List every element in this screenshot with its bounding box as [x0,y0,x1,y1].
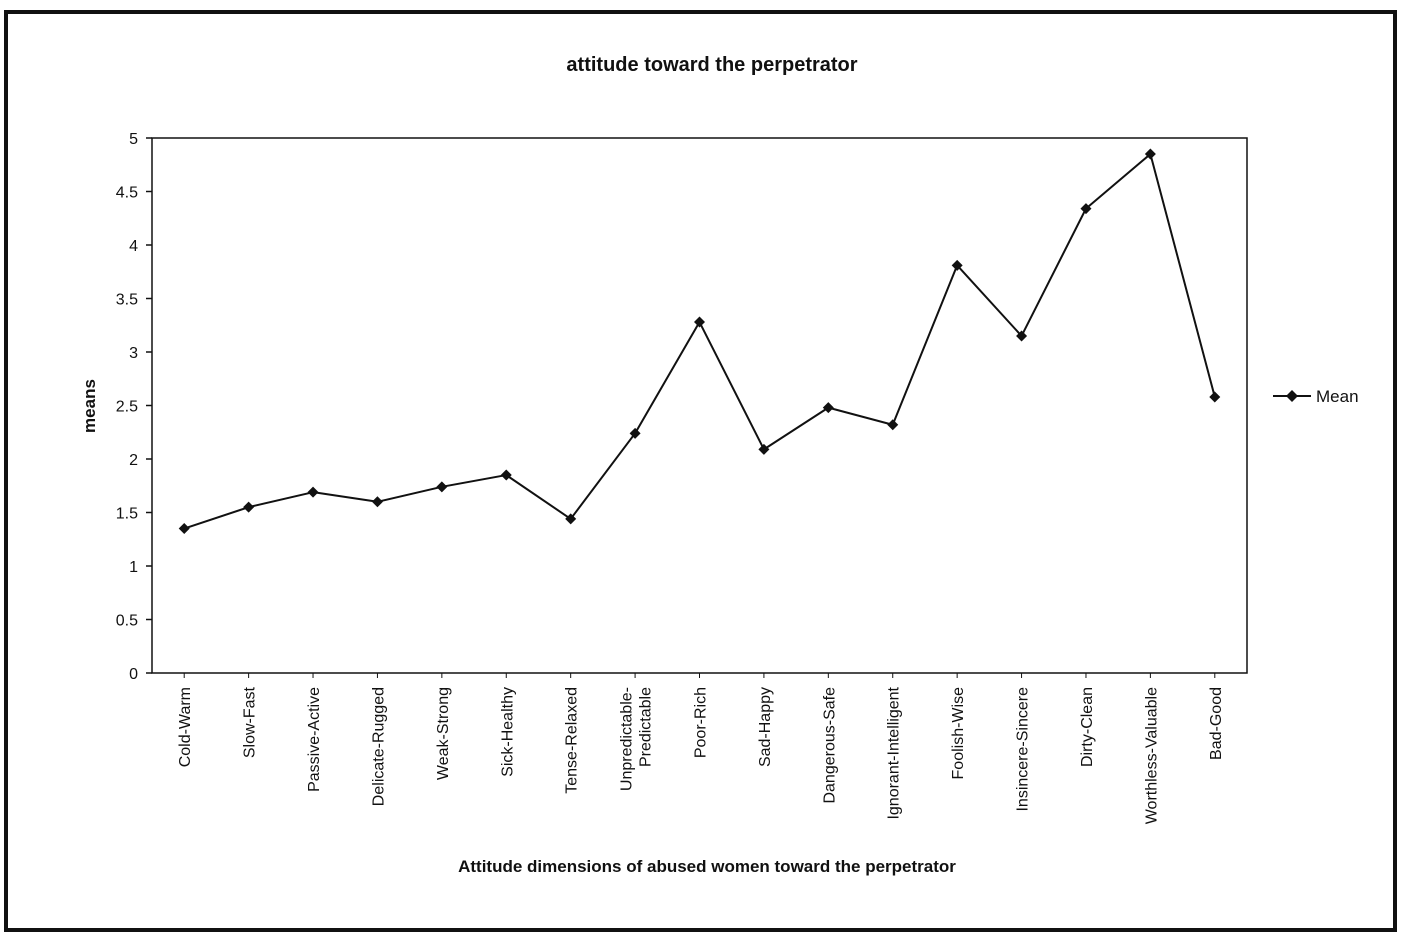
x-category-label: Tense-Relaxed [564,687,581,794]
chart-frame [4,10,1397,932]
y-tick-label: 0 [129,666,138,683]
x-axis-title: Attitude dimensions of abused women towa… [458,857,956,876]
y-tick-label: 5 [129,131,138,148]
y-tick-label: 1 [129,559,138,576]
data-point-marker [951,259,963,271]
data-point-marker [1209,391,1221,403]
data-point-marker [758,443,770,455]
x-category-label: Sick-Healthy [499,687,516,777]
y-axis-title: means [80,379,99,433]
data-point-marker [565,513,577,525]
x-category-label: Foolish-Wise [950,687,967,780]
y-tick-label: 2.5 [116,399,138,416]
y-tick-label: 1.5 [116,506,138,523]
x-category-label: Passive-Active [306,687,323,792]
x-category-label: Cold-Warm [177,687,194,767]
y-tick-label: 3 [129,345,138,362]
legend: Mean [1273,387,1359,406]
data-point-marker [694,316,705,328]
data-point-marker [1016,330,1028,342]
x-category-label: Weak-Strong [435,687,452,780]
data-point-marker [307,486,319,498]
data-point-marker [887,419,899,431]
x-axis-labels: Cold-Warm Slow-Fast Passive-Active Delicate… [177,673,1225,824]
chart-title: attitude toward the perpetrator [566,54,857,76]
x-category-label: Dangerous-Safe [821,687,838,804]
x-category-label: Delicate-Rugged [370,687,387,806]
x-category-label: Insincere-Sincere [1015,687,1032,812]
y-tick-label: 2 [129,452,138,469]
y-tick-label: 4.5 [116,185,138,202]
legend-label: Mean [1316,387,1359,406]
data-point-marker [1144,148,1156,160]
x-category-label: Unpredictable- [619,687,636,791]
data-point-marker [436,481,448,493]
x-category-label: Poor-Rich [693,687,710,758]
x-category-label: Predictable [638,687,655,767]
series-layer [178,148,1221,535]
x-category-label: Worthless-Valuable [1143,687,1160,824]
x-category-label: Ignorant-Intelligent [886,686,903,819]
y-axis-ticks: 0 0.5 1 1.5 2 2.5 3 3.5 4 4.5 5 [116,131,152,683]
data-point-marker [1080,203,1092,215]
data-point-marker [178,523,190,535]
data-point-marker [243,501,255,513]
x-category-label: Bad-Good [1208,687,1225,760]
x-category-label: Dirty-Clean [1079,687,1096,767]
data-point-marker [822,402,834,414]
data-point-marker [500,469,512,481]
legend-marker-diamond-icon [1286,390,1298,402]
data-point-marker [371,496,383,508]
y-tick-label: 0.5 [116,613,138,630]
y-tick-label: 3.5 [116,292,138,309]
data-point-marker [629,427,641,439]
x-category-label: Sad-Happy [757,687,774,767]
y-tick-label: 4 [129,238,138,255]
x-category-label: Slow-Fast [242,686,259,758]
